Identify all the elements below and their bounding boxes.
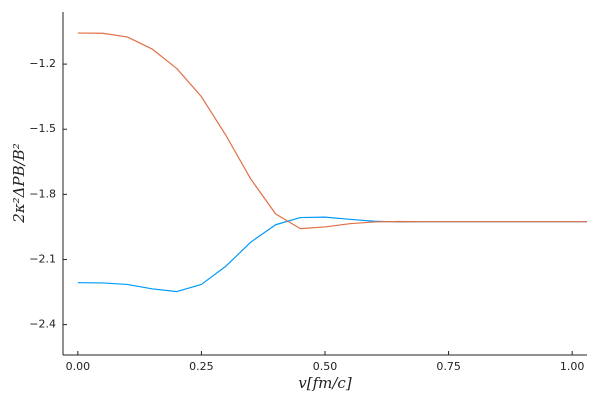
x-tick-label: 0.25 — [189, 360, 214, 373]
y-tick-label: −1.2 — [29, 57, 56, 70]
x-tick-label: 0.75 — [436, 360, 461, 373]
y-axis-title: 2κ²ΔPB/B² — [10, 143, 28, 223]
y-tick-label: −2.1 — [29, 252, 56, 265]
y-tick-label: −1.8 — [29, 187, 56, 200]
x-tick-label: 0.00 — [66, 360, 91, 373]
y-tick-label: −2.4 — [29, 318, 56, 331]
x-axis-title: v[fm/c] — [298, 374, 352, 392]
y-tick-label: −1.5 — [29, 122, 56, 135]
x-tick-label: 1.00 — [560, 360, 585, 373]
x-tick-label: 0.50 — [313, 360, 338, 373]
line-series — [77, 216, 587, 293]
line-series — [77, 32, 587, 230]
